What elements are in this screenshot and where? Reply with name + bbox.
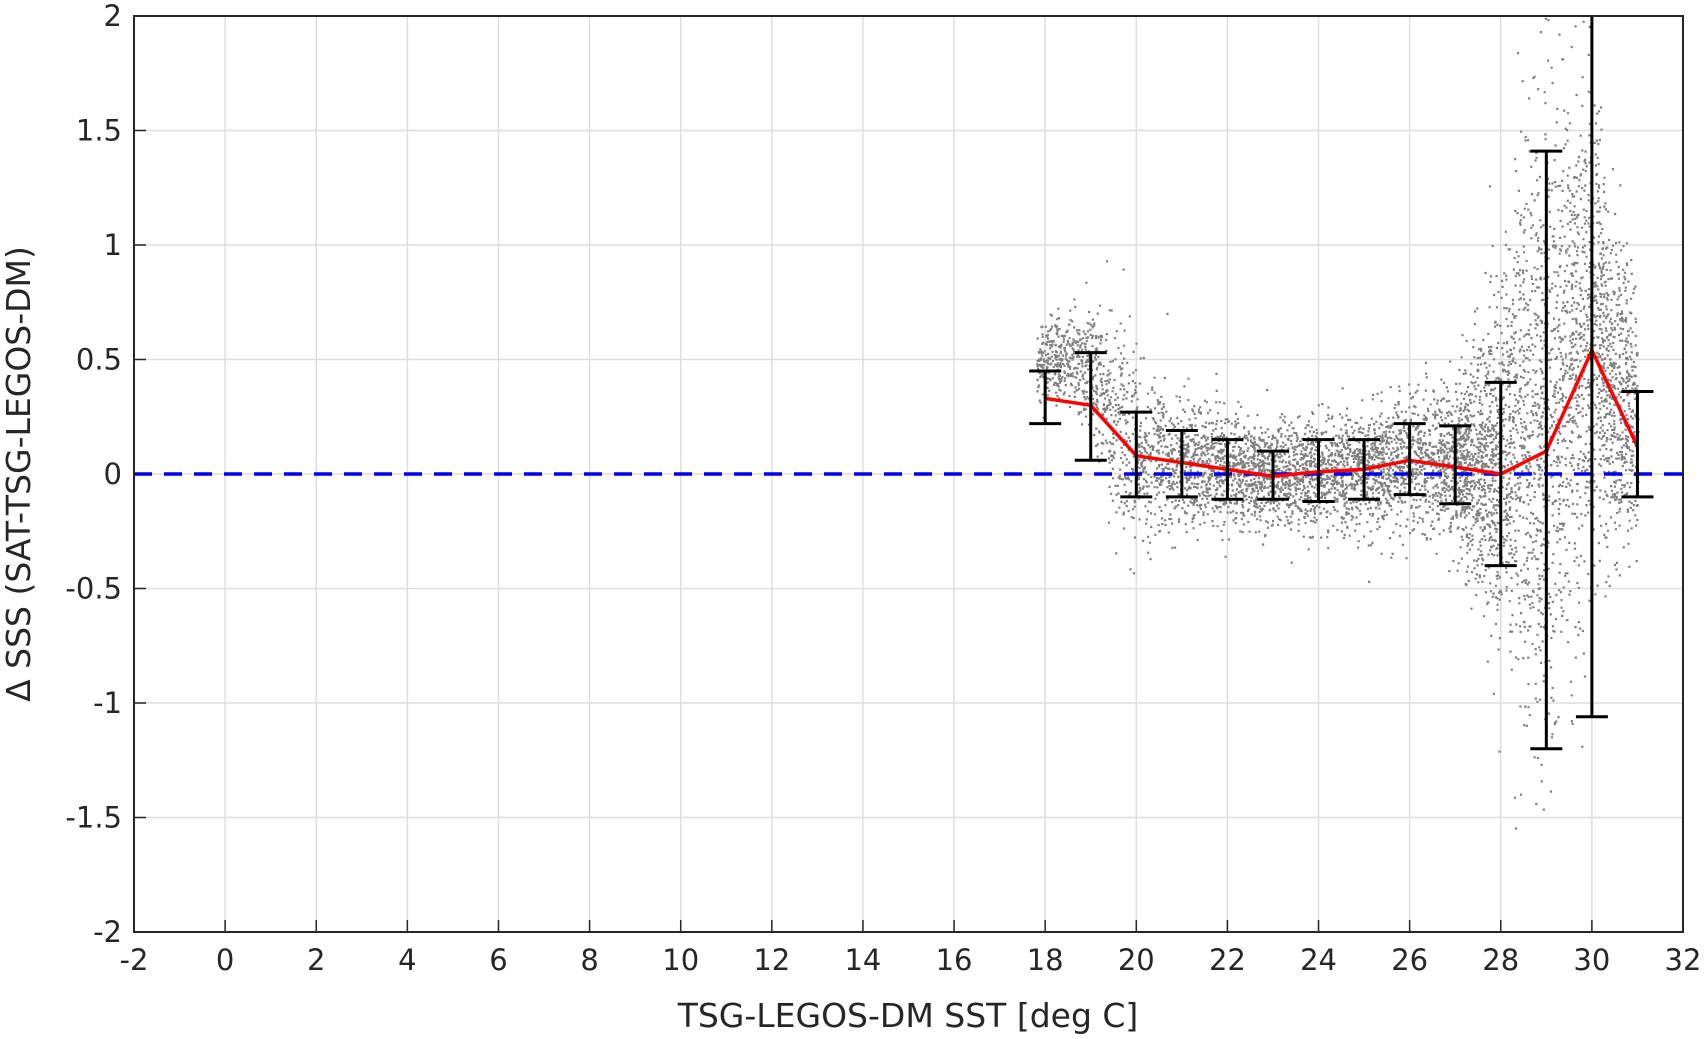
error-bar xyxy=(1621,390,1654,499)
error-bar xyxy=(1530,149,1563,751)
x-tick-label: 6 xyxy=(489,943,507,977)
y-tick-label: 0 xyxy=(104,457,122,491)
y-tick-label: 1.5 xyxy=(76,114,122,148)
y-tick-label: 1 xyxy=(104,228,122,262)
error-bar xyxy=(1165,428,1198,499)
error-bar xyxy=(1439,424,1472,506)
scatter-points xyxy=(1036,17,1640,830)
x-tick-label: 18 xyxy=(1027,943,1064,977)
y-axis-label: Δ SSS (SAT-TSG-LEGOS-DM) xyxy=(0,246,38,702)
error-bar xyxy=(1120,410,1153,499)
y-tick-label: -0.5 xyxy=(65,572,122,606)
error-bar xyxy=(1029,369,1062,426)
x-tick-label: 8 xyxy=(580,943,598,977)
x-tick-label: 28 xyxy=(1482,943,1519,977)
y-tick-labels: -2 -1.5 -1 -0.5 0 0.5 1 1.5 2 xyxy=(65,0,122,949)
y-tick-label: -2 xyxy=(93,915,122,949)
error-bars xyxy=(1029,16,1654,751)
error-bar xyxy=(1302,438,1335,503)
plot-frame xyxy=(133,15,1684,933)
x-tick-label: 0 xyxy=(216,943,234,977)
x-tick-label: 26 xyxy=(1391,943,1428,977)
mean-line xyxy=(1044,348,1639,479)
error-bar xyxy=(1393,422,1426,497)
x-tick-label: 16 xyxy=(936,943,973,977)
x-tick-label: 2 xyxy=(307,943,325,977)
x-tick-labels: -2 0 2 4 6 8 10 12 14 16 18 20 22 24 26 28 30 32 xyxy=(120,943,1702,977)
error-bar xyxy=(1074,351,1107,462)
y-tick-label: -1.5 xyxy=(65,801,122,835)
y-tick-label: 0.5 xyxy=(76,343,122,377)
x-tick-label: 10 xyxy=(662,943,699,977)
scatter-point-cloud xyxy=(1036,17,1640,830)
y-tick-label: -1 xyxy=(93,686,122,720)
x-tick-label: 30 xyxy=(1573,943,1610,977)
x-tick-label: 24 xyxy=(1300,943,1337,977)
x-axis-label: TSG-LEGOS-DM SST [deg C] xyxy=(677,996,1139,1035)
x-tick-label: 14 xyxy=(844,943,881,977)
x-tick-label: 12 xyxy=(753,943,790,977)
error-bar xyxy=(1575,16,1608,719)
error-bar xyxy=(1256,449,1289,501)
x-tick-label: -2 xyxy=(120,943,149,977)
error-bar xyxy=(1211,438,1244,501)
x-tick-label: 4 xyxy=(398,943,416,977)
error-bar xyxy=(1484,380,1517,568)
mean-line-path xyxy=(1044,348,1639,479)
y-tick-label: 2 xyxy=(104,0,122,33)
error-bar xyxy=(1348,438,1381,501)
x-tick-label: 32 xyxy=(1665,943,1702,977)
x-tick-label: 22 xyxy=(1209,943,1246,977)
grid xyxy=(133,15,1684,933)
x-tick-label: 20 xyxy=(1118,943,1155,977)
